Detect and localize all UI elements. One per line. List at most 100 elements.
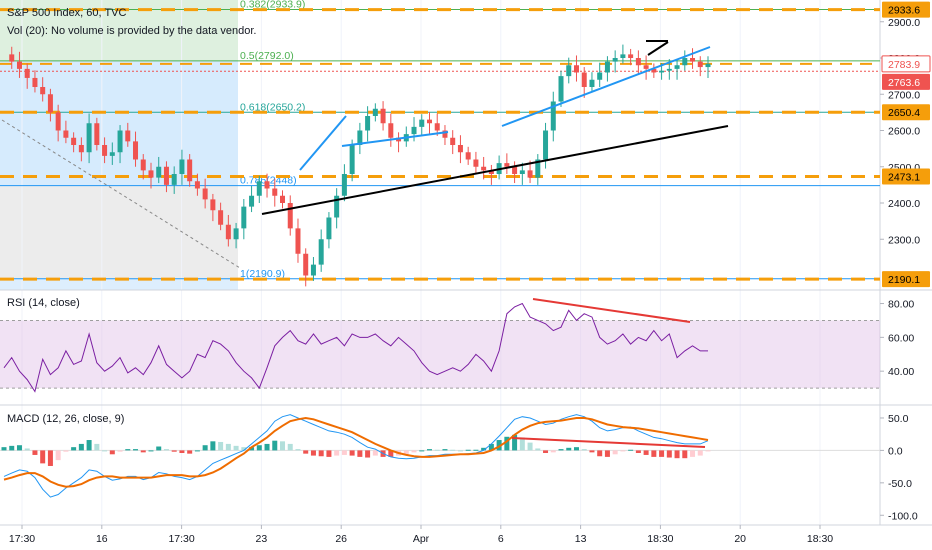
candle bbox=[349, 145, 355, 174]
macd-histogram-bar bbox=[125, 449, 131, 451]
macd-histogram-bar bbox=[651, 450, 657, 457]
trendline-blue-2[interactable] bbox=[341, 131, 449, 147]
macd-histogram-bar bbox=[303, 450, 309, 454]
trendline-blue-3[interactable] bbox=[501, 46, 711, 127]
candle bbox=[372, 108, 378, 116]
fib-zones bbox=[0, 0, 238, 290]
candle bbox=[55, 112, 61, 131]
candle bbox=[218, 210, 224, 225]
macd-histogram-bar bbox=[349, 450, 355, 456]
fib-label: 0.5(2792.0) bbox=[240, 50, 294, 62]
candle bbox=[488, 170, 494, 174]
candle bbox=[396, 137, 402, 142]
candle bbox=[442, 130, 448, 138]
fib-label: 0.382(2933.9) bbox=[240, 0, 305, 10]
time-axis[interactable]: 17:30 16 17:30 23 26 Apr 6 13 18:30 20 18:30 bbox=[9, 525, 833, 545]
candle bbox=[241, 206, 247, 229]
price-badge-label: 2933.6 bbox=[888, 5, 920, 17]
candle bbox=[156, 166, 162, 178]
macd-histogram-bar bbox=[597, 450, 603, 457]
macd-histogram-bar bbox=[256, 445, 262, 451]
price-badge-label: 2783.9 bbox=[888, 59, 920, 71]
macd-histogram-bar bbox=[318, 450, 324, 457]
candle bbox=[620, 54, 626, 58]
candle bbox=[310, 264, 316, 276]
rsi-axis[interactable]: 40.00 60.00 80.00 bbox=[880, 299, 914, 379]
candle bbox=[674, 65, 680, 69]
macd-histogram-bar bbox=[604, 450, 610, 457]
candle bbox=[249, 195, 255, 207]
rsi-divergence-line[interactable] bbox=[532, 298, 691, 323]
macd-histogram-bar bbox=[411, 450, 417, 453]
macd-histogram-bar bbox=[473, 449, 479, 451]
candle bbox=[109, 152, 115, 156]
macd-histogram-bar bbox=[450, 449, 456, 451]
time-tick-label: 26 bbox=[335, 533, 347, 545]
macd-histogram-bar bbox=[117, 450, 123, 452]
macd-histogram-bar bbox=[194, 450, 200, 452]
macd-histogram-bar bbox=[543, 450, 549, 453]
axis-tick-label: 2400.0 bbox=[888, 198, 920, 210]
candle bbox=[202, 188, 208, 200]
rsi-line[interactable] bbox=[3, 302, 708, 393]
macd-histogram-bar bbox=[620, 450, 626, 452]
macd-histogram-bar bbox=[643, 450, 649, 455]
rsi-legend[interactable]: RSI (14, close) bbox=[7, 297, 80, 309]
macd-histogram-bar bbox=[63, 450, 69, 452]
macd-histogram-bar bbox=[24, 448, 30, 451]
fib-diagonal-line[interactable] bbox=[1, 119, 241, 269]
macd-signal-line[interactable] bbox=[3, 416, 709, 488]
candle bbox=[682, 58, 688, 66]
price-badge bbox=[882, 271, 930, 288]
fib-zone bbox=[0, 0, 238, 10]
candle bbox=[133, 141, 139, 160]
fib-zone bbox=[0, 185, 238, 279]
triangle-diag[interactable] bbox=[647, 41, 669, 56]
macd-histogram-bar bbox=[659, 450, 665, 457]
trendline-black-support[interactable] bbox=[261, 125, 729, 215]
macd-histogram-bar bbox=[210, 441, 216, 451]
candle bbox=[287, 203, 293, 229]
macd-histogram-bar bbox=[519, 437, 525, 451]
fib-zone bbox=[0, 278, 238, 290]
macd-axis[interactable]: -100.0 -50.0 0.0 50.0 bbox=[880, 413, 918, 522]
macd-legend[interactable]: MACD (12, 26, close, 9) bbox=[7, 413, 124, 425]
candle bbox=[481, 166, 487, 171]
macd-histogram-bar bbox=[465, 449, 471, 451]
macd-line[interactable] bbox=[3, 414, 709, 498]
price-badge bbox=[881, 55, 931, 73]
macd-divergence-line[interactable] bbox=[511, 437, 706, 448]
macd-histogram-bar bbox=[558, 449, 564, 451]
macd-histogram-bar bbox=[241, 447, 247, 451]
fib-zone bbox=[0, 9, 238, 61]
macd-histogram-bar bbox=[334, 450, 340, 456]
macd-histogram-bar bbox=[32, 450, 38, 455]
macd-histogram-bar bbox=[705, 450, 711, 452]
candle bbox=[171, 174, 177, 185]
candle bbox=[163, 166, 169, 185]
candle bbox=[194, 181, 200, 189]
macd-histogram-bar bbox=[78, 443, 84, 451]
chart-title[interactable]: S&P 500 Index, 60, TVC bbox=[7, 7, 127, 19]
axis-tick-label: 2600.0 bbox=[888, 126, 920, 138]
price-axis[interactable]: 2300.02400.02500.02600.02700.02800.02900… bbox=[880, 17, 920, 247]
axis-tick-label: -50.0 bbox=[888, 478, 912, 490]
macd-histogram-bar bbox=[16, 445, 22, 451]
candle bbox=[504, 163, 510, 167]
macd-histogram-bar bbox=[295, 449, 301, 451]
trendline-blue-1[interactable] bbox=[299, 115, 347, 171]
candle bbox=[573, 65, 579, 73]
macd-histogram-bar bbox=[403, 450, 409, 455]
candle bbox=[697, 61, 703, 68]
candle bbox=[465, 152, 471, 160]
candle bbox=[643, 65, 649, 69]
macd-histogram-bar bbox=[674, 450, 680, 459]
time-tick-label: 17:30 bbox=[9, 533, 35, 545]
macd-histogram-bar bbox=[40, 450, 46, 464]
macd-histogram-bar bbox=[133, 449, 139, 451]
volume-note[interactable]: Vol (20): No volume is provided by the d… bbox=[7, 25, 256, 37]
axis-tick-label: 2300.0 bbox=[888, 234, 920, 246]
candle bbox=[210, 199, 216, 211]
macd-histogram-bar bbox=[86, 440, 92, 451]
macd-histogram-bar bbox=[566, 447, 572, 451]
